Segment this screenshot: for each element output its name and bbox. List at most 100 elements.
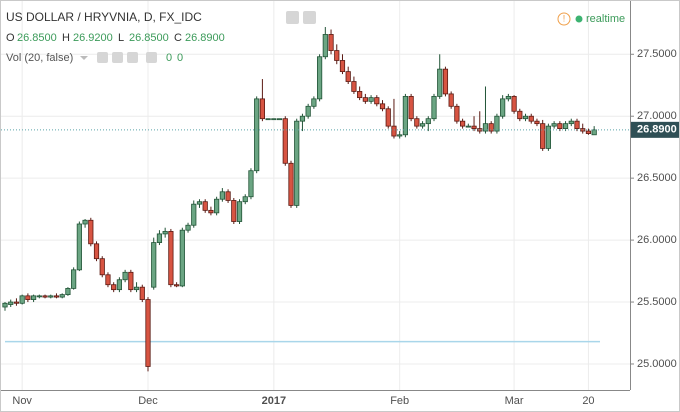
volume-ma-value: 0 — [177, 52, 183, 64]
candle-body — [528, 115, 534, 122]
candle-body — [202, 201, 208, 211]
candle-body — [13, 301, 20, 304]
candle-body — [431, 95, 437, 120]
candle-body — [248, 170, 254, 198]
candle-body — [139, 286, 145, 300]
candle-body — [76, 223, 82, 271]
candle-body — [465, 125, 471, 128]
candle-body — [345, 71, 351, 82]
candle-body — [494, 115, 500, 132]
x-tick-label: Mar — [505, 395, 524, 407]
candle-body — [116, 279, 122, 291]
candle-body — [534, 120, 540, 125]
candle-body — [271, 118, 277, 121]
candle-body — [414, 118, 420, 127]
candle-body — [42, 295, 48, 298]
candle-body — [385, 108, 391, 127]
candle-body — [305, 105, 311, 117]
candle-body — [379, 103, 386, 110]
candle-body — [511, 95, 517, 112]
candle-body — [71, 269, 77, 289]
candle-body — [36, 295, 42, 298]
y-tick-label: 27.5000 — [637, 48, 677, 60]
ohlc-value: 26.8500 — [129, 32, 169, 44]
candle-body — [311, 98, 317, 107]
candle-body — [168, 231, 174, 286]
candle-body — [545, 125, 552, 149]
candle-body — [391, 125, 397, 137]
candle-body — [580, 128, 586, 132]
y-tick-label: 25.0000 — [637, 358, 677, 370]
candle-body — [276, 118, 283, 121]
candle-body — [99, 258, 105, 276]
x-tick-label: 2017 — [262, 395, 286, 407]
candle-body — [59, 294, 65, 298]
candle-body — [173, 284, 180, 287]
candle-body — [500, 98, 506, 117]
candle-body — [254, 98, 260, 172]
y-tick-label: 27.0000 — [637, 110, 677, 122]
candle-body — [156, 233, 163, 243]
candle-body — [225, 191, 231, 201]
ohlc-value: 26.8900 — [185, 32, 225, 44]
candle-body — [568, 120, 574, 125]
plot-area — [1, 1, 630, 390]
candle-body — [459, 120, 466, 127]
candle-body — [574, 120, 580, 130]
candle-body — [591, 129, 597, 136]
candle-body — [231, 200, 237, 222]
candle-body — [282, 118, 288, 164]
candle-body — [557, 123, 563, 130]
candle-body — [316, 56, 323, 100]
candle-body — [551, 123, 557, 127]
last-price-tag — [631, 121, 679, 138]
candle-body — [482, 123, 489, 132]
y-tick-label: 25.5000 — [637, 296, 677, 308]
candle-body — [208, 209, 214, 214]
warning-mark: ! — [563, 13, 566, 23]
ohlc-value: 26.8500 — [17, 32, 57, 44]
candle-body — [191, 203, 197, 226]
candle-body — [185, 224, 191, 231]
candle-body — [322, 34, 328, 58]
candle-body — [585, 130, 592, 134]
volume-value: 0 — [166, 52, 172, 64]
candle-body — [419, 123, 426, 127]
candle-body — [448, 93, 454, 107]
study-icons — [80, 52, 157, 63]
candle-body — [214, 198, 220, 214]
ohlc-field: H — [62, 32, 70, 44]
ohlc-value: 26.9200 — [73, 32, 113, 44]
candle-body — [299, 115, 306, 122]
candle-body — [30, 295, 37, 300]
candle-body — [357, 91, 363, 99]
candle-body — [88, 219, 94, 245]
candle-body — [488, 123, 494, 132]
x-tick-label: Dec — [138, 395, 158, 407]
candle-body — [425, 118, 431, 125]
candle-body — [454, 105, 460, 122]
y-tick-label: 26.0000 — [637, 234, 677, 246]
candle-body — [65, 288, 71, 296]
candle-body — [122, 271, 128, 281]
candle-body — [219, 191, 225, 200]
x-tick-label: Nov — [12, 395, 32, 407]
candle-body — [402, 95, 409, 136]
candle-body — [19, 295, 25, 304]
ohlc-field: L — [118, 32, 124, 44]
candle-body — [82, 219, 88, 225]
volume-study-name: Vol (20, false) — [6, 52, 73, 64]
warning-icon[interactable] — [557, 12, 571, 26]
candle-body — [471, 125, 477, 130]
candle-body — [397, 134, 403, 137]
candle-body — [179, 229, 185, 287]
candle-body — [196, 201, 203, 205]
candle-body — [294, 120, 300, 206]
candle-body — [328, 34, 334, 51]
candle-body — [242, 196, 248, 203]
status-dot — [575, 15, 583, 23]
candle-body — [93, 243, 100, 260]
candle-body — [53, 295, 60, 298]
